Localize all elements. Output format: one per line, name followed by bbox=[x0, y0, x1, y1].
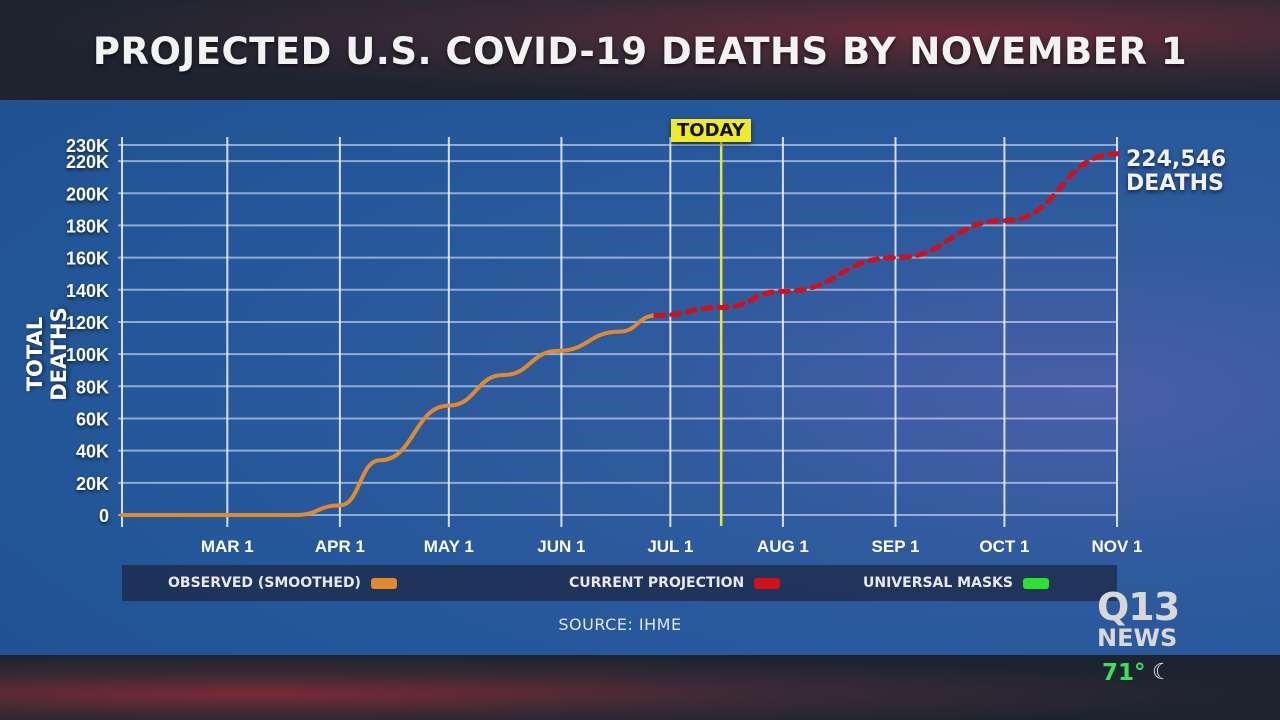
x-tick-label: JUN 1 bbox=[537, 537, 585, 556]
legend-label: UNIVERSAL MASKS bbox=[863, 575, 1013, 591]
y-tick-label: 200K bbox=[66, 184, 109, 204]
y-tick-label: 20K bbox=[76, 474, 109, 494]
source-note: SOURCE: IHME bbox=[558, 615, 682, 634]
y-tick-label: 140K bbox=[66, 281, 109, 301]
final-value-annotation: 224,546 DEATHS bbox=[1126, 148, 1226, 196]
annotation-value: 224,546 bbox=[1126, 147, 1227, 172]
legend-label: CURRENT PROJECTION bbox=[569, 575, 745, 591]
bottom-strip bbox=[0, 655, 1280, 720]
title-bar bbox=[0, 0, 1280, 100]
temperature: 71° bbox=[1102, 660, 1146, 686]
x-tick-label: APR 1 bbox=[315, 537, 365, 556]
annotation-unit: DEATHS bbox=[1126, 171, 1224, 196]
logo-line1: Q13 bbox=[1097, 585, 1180, 629]
legend-item-observed: OBSERVED (SMOOTHED) bbox=[168, 575, 397, 591]
y-tick-label: 60K bbox=[76, 409, 109, 429]
y-tick-label: 230K bbox=[66, 136, 109, 156]
today-marker-label: TODAY bbox=[671, 119, 751, 142]
y-tick-label: 120K bbox=[66, 313, 109, 333]
x-tick-label: MAY 1 bbox=[424, 537, 474, 556]
x-tick-label: JUL 1 bbox=[647, 537, 693, 556]
y-tick-label: 220K bbox=[66, 152, 109, 172]
legend-item-projection: CURRENT PROJECTION bbox=[569, 575, 781, 591]
legend-swatch bbox=[370, 577, 397, 589]
legend-swatch bbox=[1022, 577, 1049, 589]
y-tick-label: 180K bbox=[66, 216, 109, 236]
legend-label: OBSERVED (SMOOTHED) bbox=[168, 575, 361, 591]
y-tick-label: 40K bbox=[76, 442, 109, 462]
y-tick-label: 80K bbox=[76, 377, 109, 397]
x-tick-label: SEP 1 bbox=[872, 537, 920, 556]
logo-line2: NEWS bbox=[1097, 624, 1178, 652]
x-tick-label: NOV 1 bbox=[1091, 537, 1142, 556]
x-tick-label: OCT 1 bbox=[979, 537, 1029, 556]
chart-title: PROJECTED U.S. COVID-19 DEATHS BY NOVEMB… bbox=[92, 30, 1188, 73]
x-tick-label: MAR 1 bbox=[201, 537, 254, 556]
series-line-0 bbox=[120, 313, 658, 517]
legend: OBSERVED (SMOOTHED) CURRENT PROJECTION U… bbox=[122, 565, 1117, 601]
moon-icon: ☾ bbox=[1152, 660, 1172, 685]
legend-swatch bbox=[754, 577, 781, 589]
station-logo: Q13 NEWS bbox=[1097, 585, 1180, 652]
y-axis-label: TOTAL DEATHS bbox=[23, 307, 71, 401]
legend-item-masks: UNIVERSAL MASKS bbox=[863, 575, 1049, 591]
y-tick-label: 160K bbox=[66, 249, 109, 269]
x-tick-label: AUG 1 bbox=[757, 537, 809, 556]
y-tick-label: 100K bbox=[66, 345, 109, 365]
y-tick-label: 0 bbox=[99, 506, 109, 526]
series-line-1 bbox=[653, 151, 1120, 319]
